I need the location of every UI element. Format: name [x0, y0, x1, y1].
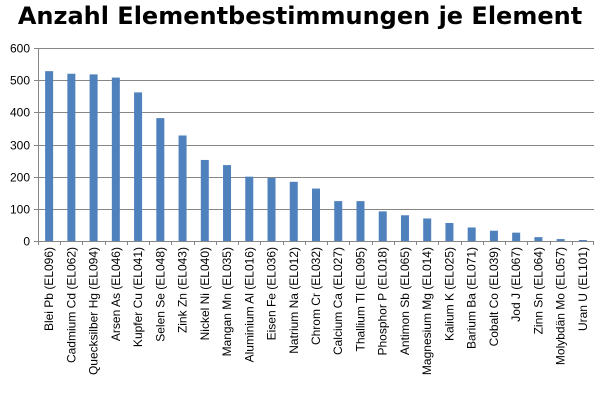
- x-tick-label: Jod J (EL067): [509, 247, 523, 322]
- bar: [556, 239, 565, 241]
- bar: [423, 218, 432, 241]
- bar: [467, 227, 476, 241]
- x-tick-label: Molybdän Mo (EL057): [554, 247, 568, 365]
- x-tick-label: Nickel Ni (EL040): [198, 247, 212, 340]
- x-tick-label: Kupfer Cu (EL041): [131, 247, 145, 347]
- bar: [156, 118, 165, 241]
- chart-title: Anzahl Elementbestimmungen je Element: [17, 2, 583, 30]
- bar: [334, 201, 343, 241]
- x-tick-label: Chrom Cr (EL032): [309, 247, 323, 345]
- bar: [445, 222, 454, 241]
- x-tick-label: Uran U (EL101): [576, 247, 590, 331]
- x-tick-label: Antimon Sb (EL065): [398, 247, 412, 355]
- y-tick-label: 200: [10, 171, 30, 185]
- bar: [312, 188, 320, 241]
- y-tick-label: 0: [23, 235, 30, 249]
- x-tick-label: Magnesium Mg (EL014): [420, 247, 434, 375]
- bar: [356, 201, 365, 241]
- bar: [178, 135, 187, 241]
- x-tick-label: Eisen Fe (EL036): [265, 247, 279, 340]
- bar: [111, 77, 120, 241]
- bar: [534, 237, 543, 241]
- x-tick-label: Cobalt Co (EL039): [487, 247, 501, 346]
- bar: [489, 230, 498, 241]
- bar: [245, 176, 254, 241]
- x-tick-label: Selen Se (EL048): [153, 247, 167, 342]
- x-tick-label: Mangan Mn (EL035): [220, 247, 234, 356]
- bar: [89, 74, 98, 241]
- bar: [200, 159, 209, 241]
- x-tick-label: Phosphor P (EL018): [376, 247, 390, 356]
- y-tick-label: 500: [10, 74, 30, 88]
- x-tick-label: Barium Ba (EL071): [465, 247, 479, 349]
- bar: [378, 211, 387, 241]
- bar: [134, 92, 143, 241]
- x-tick-label: Cadmium Cd (EL062): [64, 247, 78, 363]
- y-tick-label: 100: [10, 203, 30, 217]
- y-tick-label: 300: [10, 139, 30, 153]
- x-tick-label: Calcium Ca (EL027): [331, 247, 345, 355]
- bar: [267, 177, 276, 241]
- bar: [512, 232, 521, 241]
- x-tick-label: Kalium K (EL025): [442, 247, 456, 341]
- bar: [45, 71, 54, 241]
- bar: [223, 165, 232, 241]
- x-tick-label: Aluminium Al (EL016): [242, 247, 256, 362]
- x-tick-label: Zinn Sn (EL064): [531, 247, 545, 334]
- bar: [400, 215, 409, 241]
- x-tick-label: Blei Pb (EL096): [42, 247, 56, 331]
- bar: [578, 240, 587, 241]
- y-tick-label: 400: [10, 106, 30, 120]
- x-tick-label: Arsen As (EL046): [109, 247, 123, 341]
- bar: [67, 73, 76, 241]
- x-tick-label: Thallium Tl (EL095): [353, 247, 367, 351]
- bar: [289, 181, 298, 241]
- x-tick-label: Zink Zn (EL043): [176, 247, 190, 333]
- x-tick-label: Quecksilber Hg (EL094): [87, 247, 101, 375]
- y-tick-label: 600: [10, 42, 30, 56]
- x-tick-label: Natrium Na (EL012): [287, 247, 301, 354]
